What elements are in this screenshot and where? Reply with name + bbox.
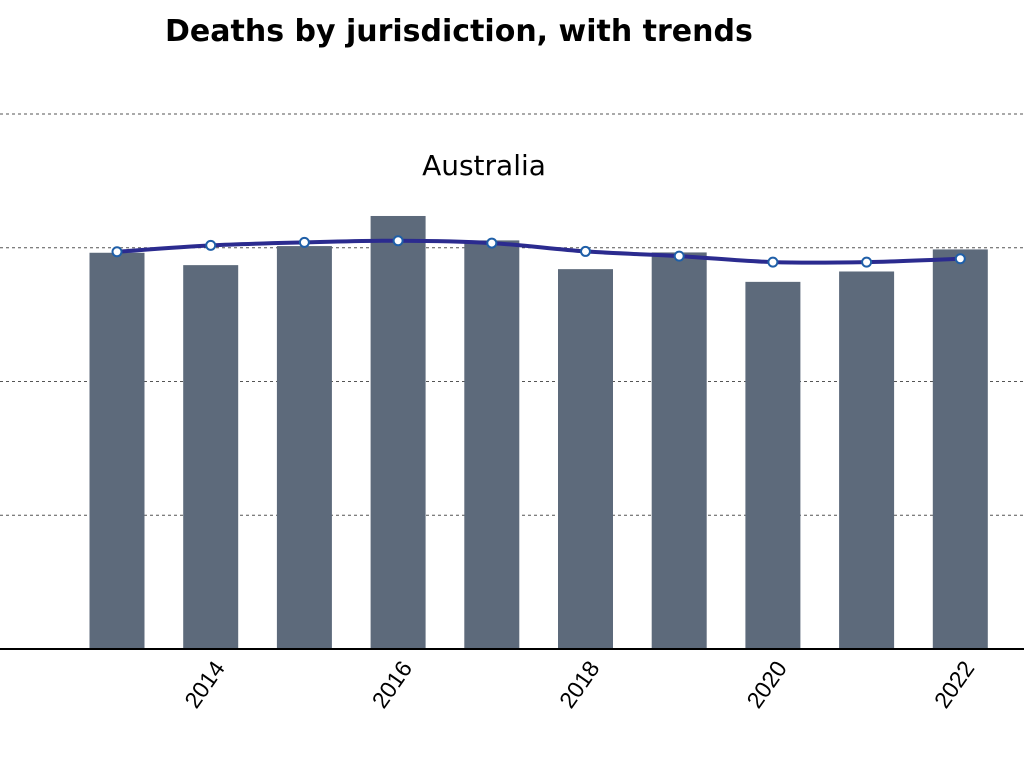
trend-point-2016	[392, 235, 404, 247]
bar-2017	[464, 240, 520, 650]
bar-2022	[932, 249, 988, 649]
trend-point-2014	[205, 239, 217, 251]
trend-point-2017	[486, 237, 498, 249]
x-tick-label: 2016	[367, 656, 418, 713]
x-tick-label: 2022	[929, 656, 980, 713]
trend-series	[111, 235, 966, 268]
x-tick-label: 2018	[554, 656, 605, 713]
x-tick-labels: 2014 2016 2018 2020 2022	[179, 656, 979, 713]
trend-point-2013	[111, 246, 123, 258]
bar-2018	[558, 269, 613, 649]
bar-2014	[183, 265, 239, 649]
bar-2013	[89, 252, 145, 649]
chart-subtitle: Australia	[422, 149, 546, 182]
bar-2021	[839, 271, 895, 649]
bar-2015	[276, 246, 332, 649]
x-tick-label: 2014	[179, 656, 230, 713]
x-tick-label: 2020	[741, 656, 792, 713]
bar-series	[89, 215, 988, 650]
trend-point-2020	[767, 256, 779, 268]
trend-point-2021	[861, 256, 873, 268]
bar-2019	[651, 252, 707, 649]
trend-point-2015	[298, 236, 310, 248]
trend-point-2022	[954, 253, 966, 265]
chart-title: Deaths by jurisdiction, with trends	[165, 14, 753, 49]
trend-point-2018	[580, 245, 591, 257]
bar-2020	[745, 281, 801, 649]
trend-point-2019	[673, 250, 685, 262]
bar-2016	[370, 215, 426, 649]
trend-line	[116, 238, 961, 265]
